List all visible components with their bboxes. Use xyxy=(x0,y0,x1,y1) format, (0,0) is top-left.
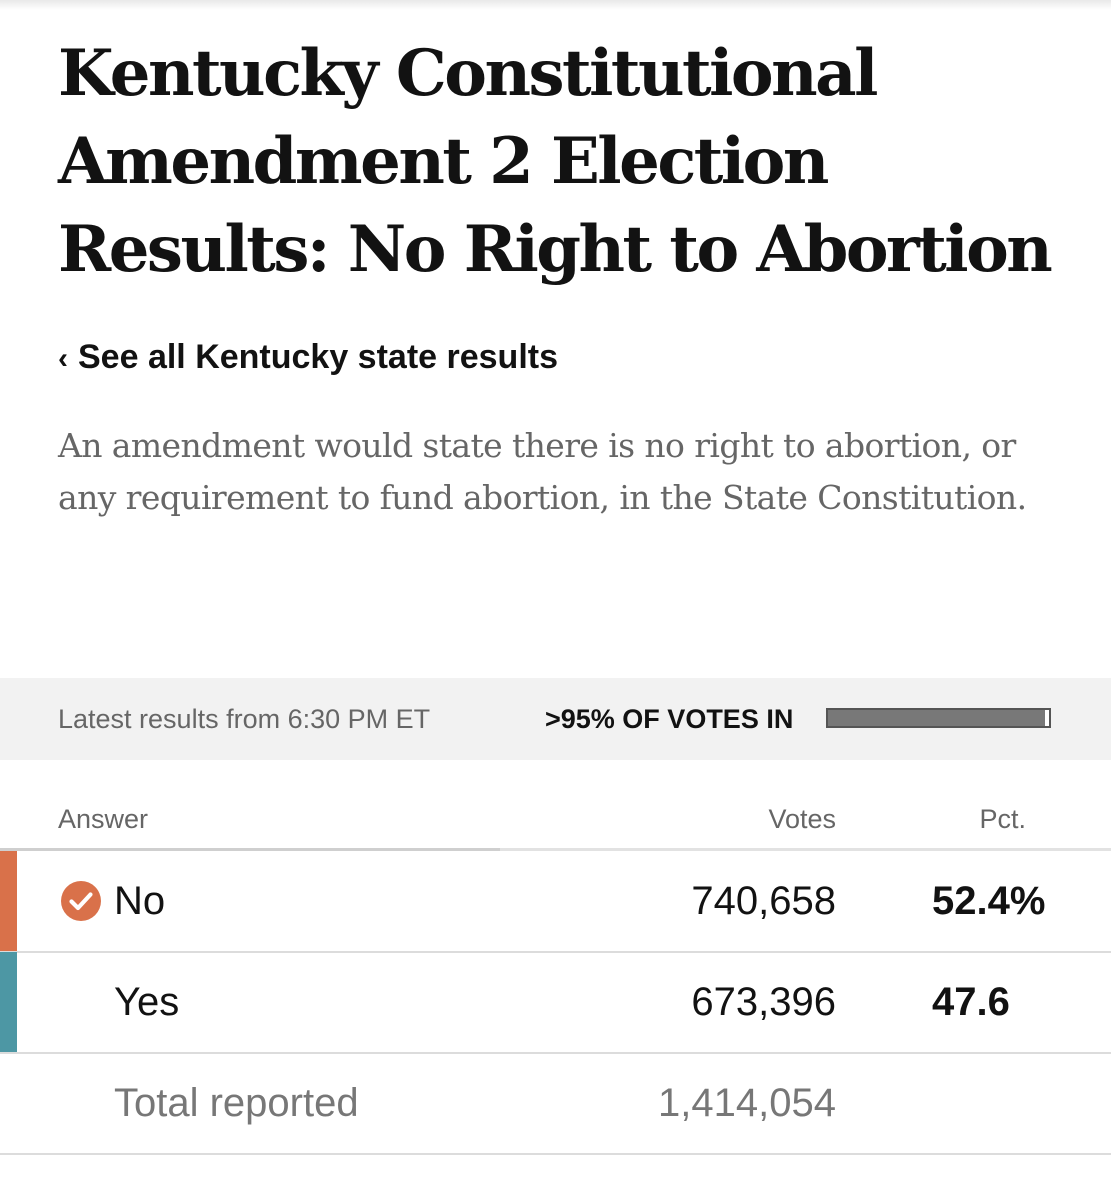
header-divider xyxy=(0,848,1111,851)
chevron-left-icon: ‹ xyxy=(58,342,68,375)
checkmark-circle-icon xyxy=(61,881,101,921)
results-status-bar: Latest results from 6:30 PM ET >95% OF V… xyxy=(0,678,1111,760)
latest-results-time: Latest results from 6:30 PM ET xyxy=(58,704,431,734)
vote-percentage: 47.6 xyxy=(932,980,1010,1024)
no-color-swatch xyxy=(0,851,17,951)
amendment-description: An amendment would state there is no rig… xyxy=(58,426,1027,517)
reporting-progress-bar xyxy=(826,708,1051,728)
row-divider xyxy=(0,951,1111,953)
pct-column-header: Pct. xyxy=(979,804,1026,834)
reporting-progress-fill xyxy=(828,710,1045,726)
page-title: Kentucky Constitutional Amendment 2 Elec… xyxy=(58,36,1053,287)
votes-column-header: Votes xyxy=(768,804,836,834)
table-row-total: Total reported 1,414,054 xyxy=(0,1053,1111,1155)
total-votes: 1,414,054 xyxy=(658,1081,836,1125)
votes-in-label: >95% OF VOTES IN xyxy=(545,704,794,734)
vote-count: 740,658 xyxy=(691,879,836,923)
table-row-yes: Yes 673,396 47.6 xyxy=(0,952,1111,1054)
table-row-no: No 740,658 52.4% xyxy=(0,851,1111,953)
total-label: Total reported xyxy=(114,1081,359,1125)
top-edge-shadow xyxy=(0,0,1111,10)
answer-label: No xyxy=(114,879,166,923)
row-divider xyxy=(0,1153,1111,1155)
answer-label: Yes xyxy=(114,980,180,1024)
row-divider xyxy=(0,1052,1111,1054)
state-results-link[interactable]: ‹ See all Kentucky state results xyxy=(58,336,558,380)
state-results-link-label: See all Kentucky state results xyxy=(78,338,559,376)
header-divider-accent xyxy=(0,848,500,851)
vote-percentage: 52.4% xyxy=(932,879,1046,923)
answer-column-header: Answer xyxy=(58,804,149,834)
yes-color-swatch xyxy=(0,952,17,1052)
vote-count: 673,396 xyxy=(691,980,836,1024)
